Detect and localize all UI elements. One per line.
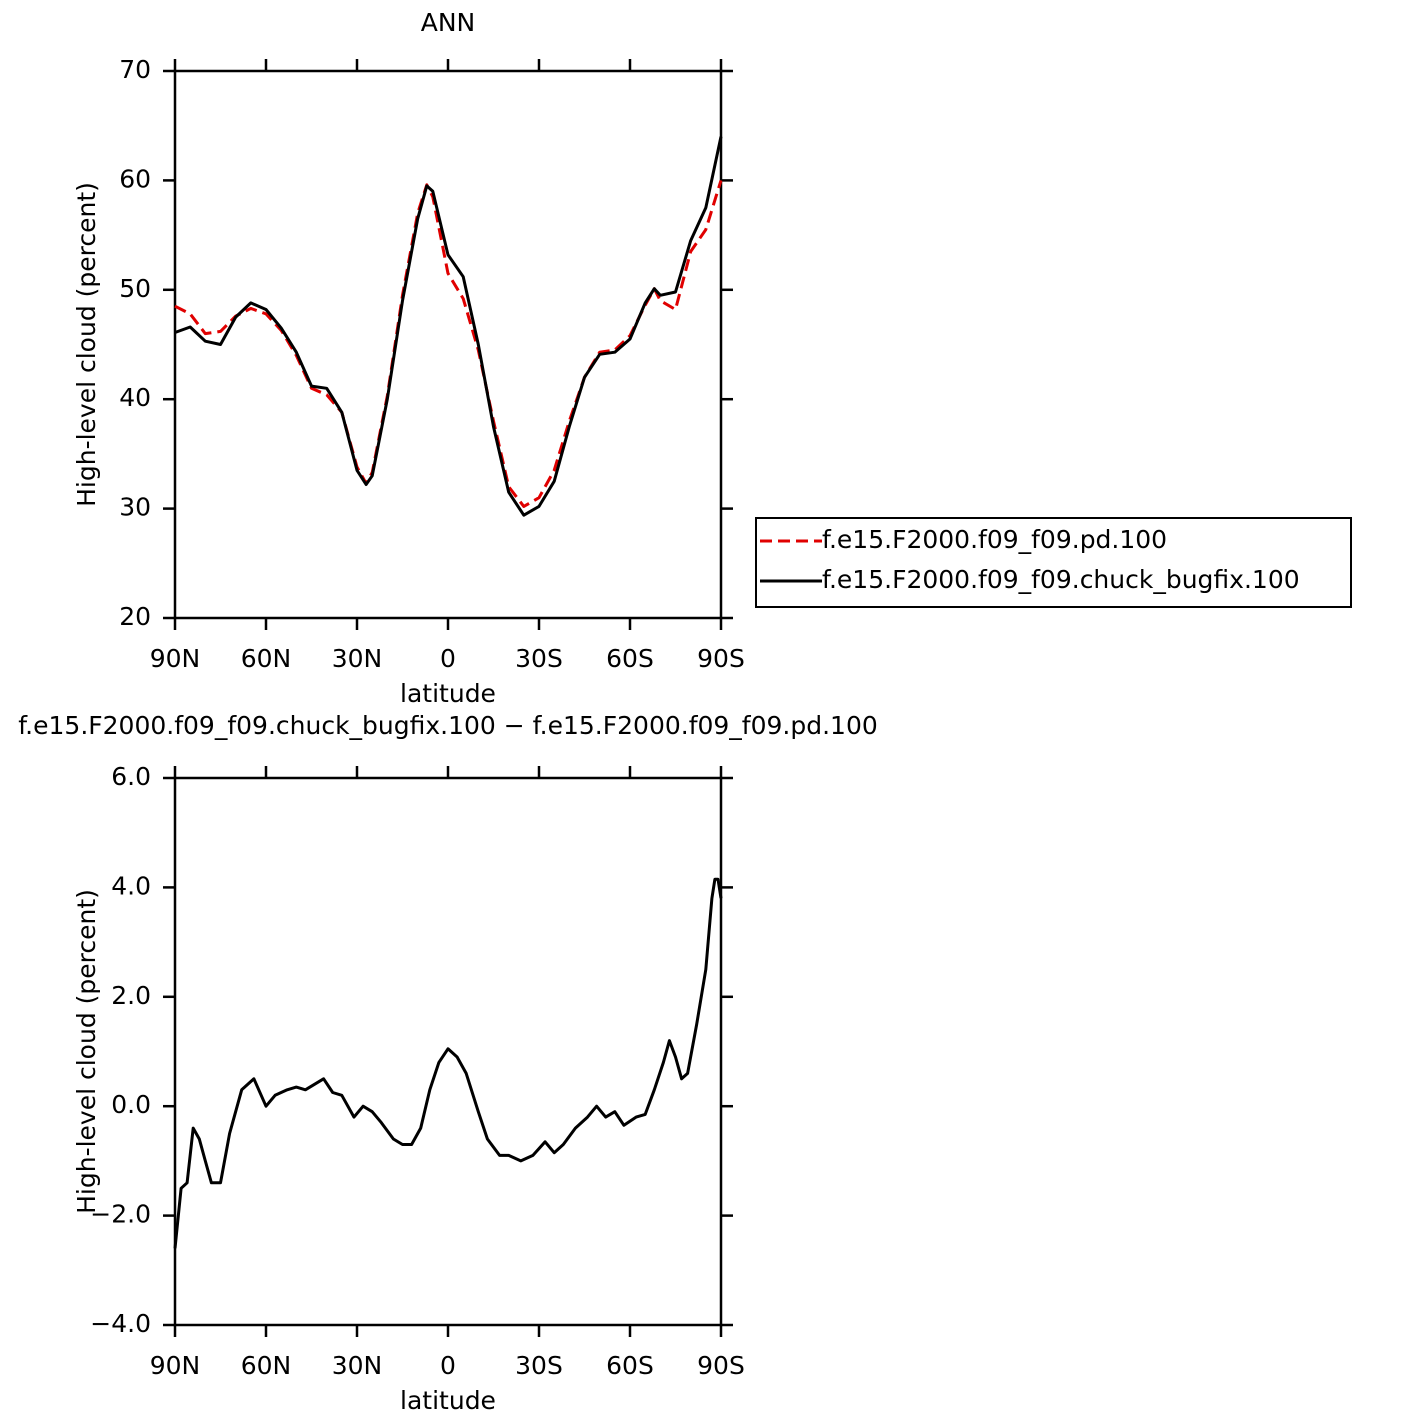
plot-frame <box>173 69 723 620</box>
y-tick-label: 60 <box>119 164 151 193</box>
x-tick-label: 30S <box>515 1351 563 1380</box>
y-tick-label: 40 <box>119 383 151 412</box>
x-tick-label: 90N <box>150 1351 201 1380</box>
x-tick-label: 60S <box>606 644 654 673</box>
series-line <box>173 877 723 1249</box>
legend-box <box>755 517 1352 608</box>
y-tick-label: 70 <box>119 55 151 84</box>
x-tick-label: 0 <box>440 1351 456 1380</box>
series-line <box>174 136 723 517</box>
y-axis-label: High-level cloud (percent) <box>72 182 101 507</box>
x-tick-label: 90S <box>697 1351 745 1380</box>
plot-frame <box>173 776 723 1327</box>
y-tick-label: 6.0 <box>111 762 151 791</box>
x-tick-label: 30N <box>332 1351 383 1380</box>
legend-label: f.e15.F2000.f09_f09.chuck_bugfix.100 <box>822 565 1300 594</box>
chart-title: f.e15.F2000.f09_f09.chuck_bugfix.100 − f… <box>18 711 878 740</box>
legend: f.e15.F2000.f09_f09.pd.100 f.e15.F2000.f0… <box>755 517 1352 608</box>
x-tick-label: 0 <box>440 644 456 673</box>
y-tick-label: 50 <box>119 274 151 303</box>
x-axis-label: latitude <box>400 679 496 708</box>
x-tick-label: 60N <box>241 644 292 673</box>
y-tick-label: 2.0 <box>111 981 151 1010</box>
y-tick-label: −4.0 <box>90 1309 151 1338</box>
x-tick-label: 90S <box>697 644 745 673</box>
y-tick-label: 0.0 <box>111 1090 151 1119</box>
legend-label: f.e15.F2000.f09_f09.pd.100 <box>822 525 1167 554</box>
x-tick-label: 60N <box>241 1351 292 1380</box>
y-tick-label: −2.0 <box>90 1200 151 1229</box>
y-tick-label: 30 <box>119 493 151 522</box>
x-tick-label: 60S <box>606 1351 654 1380</box>
x-axis-label: latitude <box>400 1386 496 1415</box>
x-tick-label: 30N <box>332 644 383 673</box>
y-tick-label: 20 <box>119 602 151 631</box>
chart-title: ANN <box>421 8 476 37</box>
y-tick-label: 4.0 <box>111 871 151 900</box>
x-tick-label: 90N <box>150 644 201 673</box>
series-line <box>174 179 723 508</box>
x-tick-label: 30S <box>515 644 563 673</box>
y-axis-label: High-level cloud (percent) <box>72 889 101 1214</box>
